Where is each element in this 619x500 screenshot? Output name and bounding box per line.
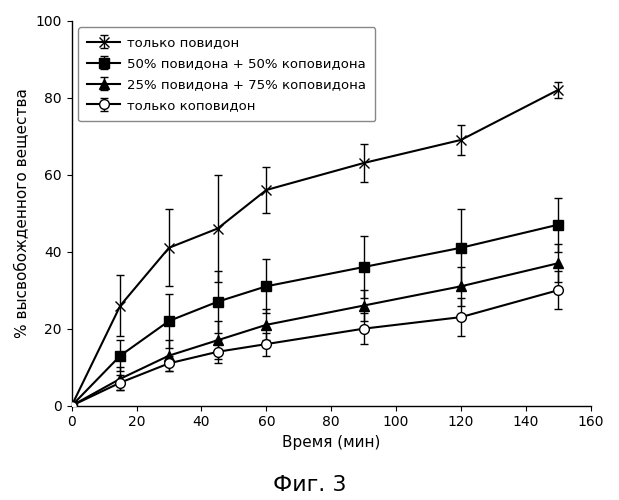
X-axis label: Время (мин): Время (мин) <box>282 435 381 450</box>
Legend: только повидон, 50% повидона + 50% коповидона, 25% повидона + 75% коповидона, то: только повидон, 50% повидона + 50% копов… <box>78 27 375 122</box>
Y-axis label: % высвобожденного вещества: % высвобожденного вещества <box>15 88 30 338</box>
Text: Фиг. 3: Фиг. 3 <box>273 475 346 495</box>
